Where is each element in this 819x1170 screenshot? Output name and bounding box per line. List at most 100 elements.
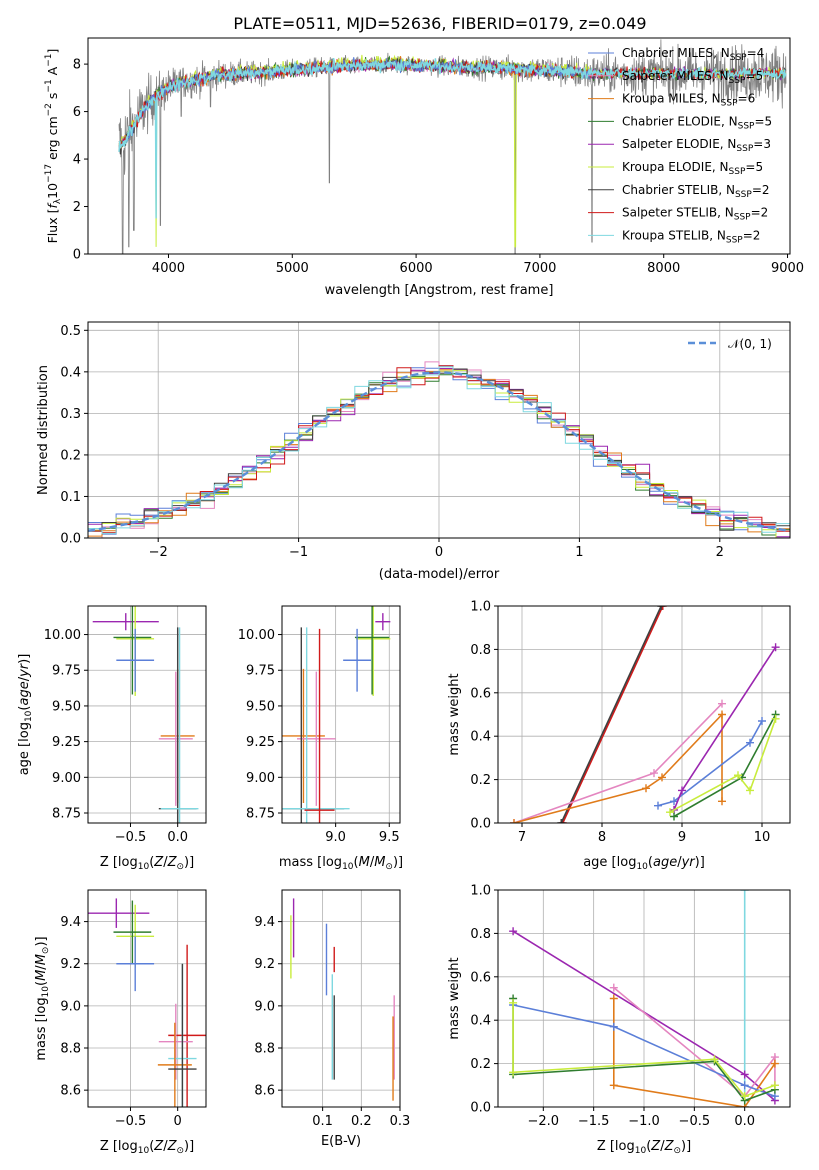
age-vs-mass-panel: 9.0 9.5 8.75 9.00 9.25 9.50 9.75 10.00 mass [log… <box>238 605 403 872</box>
x-tick-label: 9.5 <box>379 830 400 845</box>
y-tick-label: 0.2 <box>60 448 81 463</box>
mass-weight-marker <box>758 717 766 726</box>
x-tick-label: 6000 <box>400 261 433 276</box>
x-axis-label: E(B-V) <box>321 1134 361 1149</box>
x-tick-label: 9 <box>678 830 686 845</box>
axes-frame <box>87 37 791 255</box>
mass-weight-marker <box>670 797 678 806</box>
errorbar-salpeter-miles <box>158 671 193 806</box>
age-vs-metallicity-panel: −0.5 0.0 8.75 9.00 9.25 9.50 9.75 10.00 Z [log10… <box>17 605 207 872</box>
x-tick-label: −0.5 <box>115 830 147 845</box>
figure-title: PLATE=0511, MJD=52636, FIBERID=0179, z=0… <box>233 14 646 33</box>
y-tick-label: 8 <box>73 58 81 73</box>
mass-weight-marker <box>609 1081 618 1090</box>
x-tick-label: 0.0 <box>167 830 188 845</box>
errorbar-kroupa-stelib <box>282 627 350 823</box>
x-tick-label: −2 <box>149 545 168 560</box>
mass-weight-marker <box>557 819 566 823</box>
x-tick-label: 0.1 <box>312 1114 333 1129</box>
mass-weight-line <box>560 606 662 823</box>
y-tick-label: 9.75 <box>52 664 81 679</box>
x-tick-label: 9000 <box>771 261 804 276</box>
y-tick-label: 9.25 <box>52 735 81 750</box>
spectrum-panel: 4000 5000 6000 7000 8000 9000 0 2 4 6 8 wavelength … <box>44 37 804 298</box>
mass-weight-marker <box>509 998 518 1007</box>
y-tick-label: 0.6 <box>470 970 491 985</box>
mass-weight-marker <box>770 1059 779 1068</box>
mass-weight-line <box>562 606 664 823</box>
x-axis-label: Z [log10(Z/Z⊙)] <box>100 855 194 872</box>
mass-weight-marker <box>509 1068 518 1077</box>
x-tick-label: −0.5 <box>115 1114 147 1129</box>
plot-area <box>88 898 206 1107</box>
y-tick-label: 10.00 <box>44 628 81 643</box>
y-tick-label: 8.8 <box>254 1042 275 1057</box>
x-tick-label: −2.0 <box>528 1114 560 1129</box>
y-tick-label: 0.0 <box>470 817 491 832</box>
y-tick-label: 8.8 <box>60 1042 81 1057</box>
histogram-kroupa-stelib-step <box>88 366 790 534</box>
legend-label-chabrier-stelib: Chabrier STELIB, NSSP=2 <box>622 183 770 200</box>
y-tick-label: 0.6 <box>470 686 491 701</box>
y-tick-label: 0.2 <box>470 773 491 788</box>
errorbar-chabrier-stelib <box>168 963 197 1107</box>
y-tick-label: 9.0 <box>60 999 81 1014</box>
mass-weight-marker <box>770 1081 779 1090</box>
y-tick-label: 0.5 <box>60 324 81 339</box>
mass-weight-marker <box>658 773 666 782</box>
x-tick-label: 7 <box>518 830 526 845</box>
y-tick-label: 0.4 <box>60 365 81 380</box>
y-tick-label: 1.0 <box>470 600 491 615</box>
y-axis-label: Flux [fλ10−17 erg cm−2 s−1 A−1] <box>44 49 63 244</box>
x-tick-label: −0.5 <box>679 1114 711 1129</box>
residual-histogram-panel: −2 −1 0 1 2 0.0 0.1 0.2 0.3 0.4 0.5 (data-model)/er… <box>36 321 791 582</box>
legend-label-salpeter-miles: Salpeter MILES, NSSP=5 <box>622 69 763 86</box>
x-axis-label: Z [log10(Z/Z⊙)] <box>597 1139 691 1156</box>
mass-vs-metallicity-panel: −0.5 0 8.6 8.8 9.0 9.2 9.4 Z [log10(Z/Z⊙)] mass … <box>34 889 207 1156</box>
legend-label-normal: 𝒩(0, 1) <box>728 337 772 351</box>
mass-weight-marker <box>678 786 686 795</box>
plot-area <box>118 39 787 254</box>
mass-weight-line <box>613 998 776 1107</box>
mass-weight-marker <box>509 927 518 936</box>
axes-frame <box>281 605 401 824</box>
legend-label-salpeter-elodie: Salpeter ELODIE, NSSP=3 <box>622 137 771 154</box>
legend-label-chabrier-miles: Chabrier MILES, NSSP=4 <box>622 46 764 63</box>
errorbar-salpeter-elodie <box>88 898 150 928</box>
plot-area <box>510 606 780 823</box>
y-tick-label: 10.00 <box>238 628 275 643</box>
mass-weight-series-chabrier-stelib <box>557 606 666 823</box>
y-axis-label: mass weight <box>447 957 462 1039</box>
errorbar-chabrier-elodie <box>113 900 152 964</box>
errorbar-kroupa-elodie <box>356 606 391 696</box>
x-tick-label: 0 <box>435 545 443 560</box>
mass-weight-series-salpeter-elodie <box>670 643 780 814</box>
errorbar-kroupa-stelib <box>160 627 199 823</box>
y-tick-label: 8.6 <box>60 1084 81 1099</box>
x-tick-label: −1 <box>289 545 308 560</box>
y-tick-label: 0.1 <box>60 490 81 505</box>
plot-area <box>92 606 199 823</box>
y-tick-label: 0.8 <box>470 927 491 942</box>
x-tick-label: 0.2 <box>351 1114 372 1129</box>
errorbar-chabrier-elodie <box>354 606 390 695</box>
y-tick-label: 9.0 <box>254 999 275 1014</box>
x-tick-label: 8000 <box>647 261 680 276</box>
y-tick-label: 0.2 <box>470 1057 491 1072</box>
errorbar-salpeter-elodie <box>92 613 159 631</box>
y-tick-label: 0.8 <box>470 643 491 658</box>
mass-weight-marker <box>666 808 674 817</box>
legend-label-salpeter-stelib: Salpeter STELIB, NSSP=2 <box>622 206 768 223</box>
y-tick-label: 8.75 <box>52 807 81 822</box>
y-axis-label: mass weight <box>447 673 462 755</box>
mass-vs-ebv-panel: 0.1 0.2 0.3 8.6 8.8 9.0 9.2 9.4 E(B-V) <box>254 889 410 1149</box>
mass-weight-series-kroupa-miles <box>510 710 726 823</box>
x-axis-label: Z [log10(Z/Z⊙)] <box>100 1139 194 1156</box>
x-tick-label: 10 <box>754 830 771 845</box>
y-tick-label: 8.75 <box>246 807 275 822</box>
axes-frame <box>87 605 207 824</box>
y-tick-label: 9.50 <box>52 699 81 714</box>
y-tick-label: 0.4 <box>470 1014 491 1029</box>
mass-weight-line <box>669 718 777 813</box>
